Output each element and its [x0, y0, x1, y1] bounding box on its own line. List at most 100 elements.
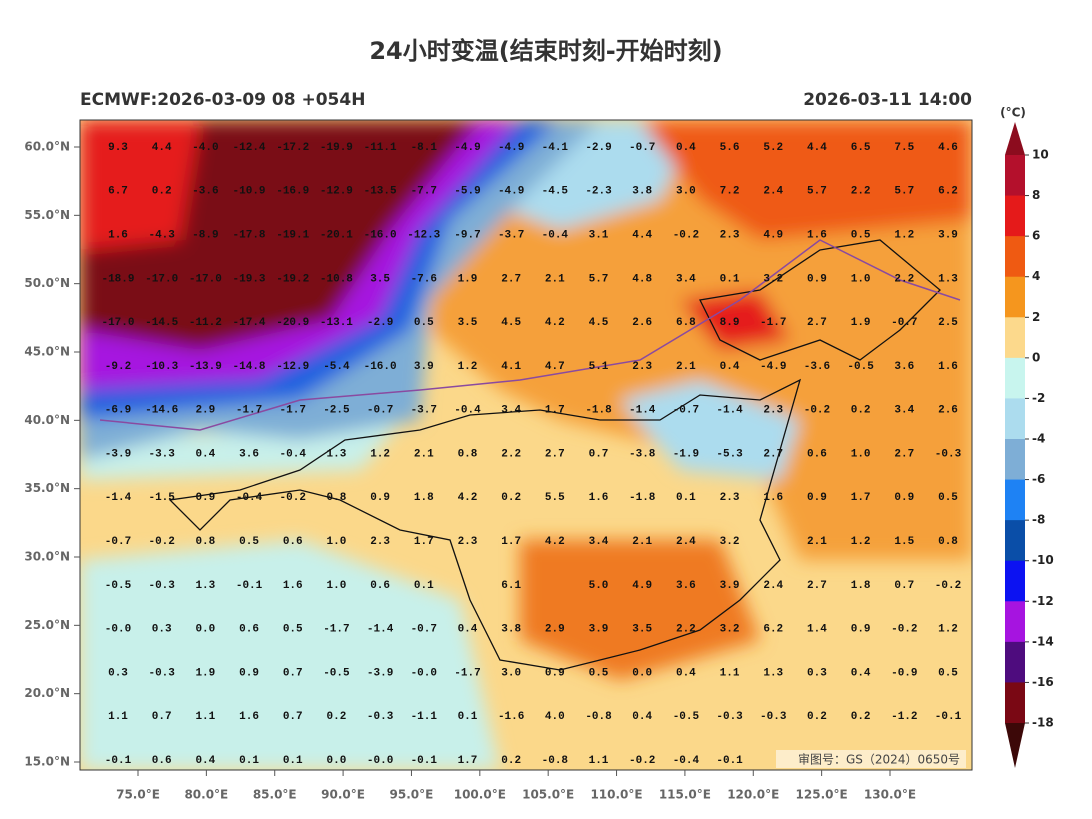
grid-value: 1.8 — [414, 492, 434, 504]
grid-value: -12.9 — [320, 186, 353, 198]
grid-value: -19.2 — [276, 273, 309, 285]
grid-value: 0.5 — [589, 667, 609, 679]
grid-value: -4.1 — [542, 142, 569, 154]
grid-value: 2.1 — [676, 361, 696, 373]
grid-value: 0.2 — [501, 492, 521, 504]
grid-value: -0.3 — [148, 667, 175, 679]
grid-value: 5.6 — [720, 142, 740, 154]
grid-value: 2.3 — [370, 536, 390, 548]
grid-value: 3.2 — [763, 273, 783, 285]
grid-value: 0.9 — [807, 492, 827, 504]
grid-value: -2.5 — [323, 405, 350, 417]
grid-value: 2.9 — [545, 624, 565, 636]
grid-value: -0.3 — [716, 711, 743, 723]
grid-value: -1.1 — [411, 711, 438, 723]
grid-value: 0.9 — [545, 667, 565, 679]
grid-value: 2.7 — [807, 317, 827, 329]
grid-value: 6.5 — [851, 142, 871, 154]
grid-value: 7.2 — [720, 186, 740, 198]
grid-value: -0.1 — [105, 755, 132, 767]
grid-value: 8 — [73, 361, 80, 373]
lon-label: 80.0°E — [184, 788, 228, 802]
grid-value: -1.4 — [629, 405, 656, 417]
grid-value: -4.9 — [498, 142, 524, 154]
grid-value: 2.7 — [807, 580, 827, 592]
grid-value: 6 — [73, 405, 80, 417]
grid-value: 3 — [73, 448, 80, 460]
grid-value: 1.6 — [763, 492, 783, 504]
lat-label: 50.0°N — [24, 276, 70, 290]
grid-value: -3.6 — [804, 361, 830, 373]
grid-value: 6.7 — [108, 186, 128, 198]
grid-value: -9.7 — [454, 229, 480, 241]
lat-label: 40.0°N — [24, 413, 70, 427]
lon-label: 75.0°E — [116, 788, 160, 802]
colorbar-label: -18 — [1032, 716, 1054, 730]
grid-value: 9.3 — [108, 142, 128, 154]
grid-value: 0.9 — [195, 492, 215, 504]
grid-value: 5.7 — [894, 186, 914, 198]
grid-value: 2.3 — [720, 229, 740, 241]
grid-value: 1.0 — [851, 273, 871, 285]
grid-value: 1.3 — [195, 580, 215, 592]
grid-value: 0.5 — [938, 492, 958, 504]
grid-value: -1.8 — [585, 405, 612, 417]
grid-value: 2.9 — [195, 405, 215, 417]
grid-value: -5.3 — [716, 448, 743, 460]
grid-value: 1.3 — [327, 448, 347, 460]
grid-value: 0.4 — [676, 142, 696, 154]
grid-value: 0.1 — [414, 580, 434, 592]
grid-value: 3.4 — [894, 405, 914, 417]
grid-value: -10.9 — [233, 186, 266, 198]
grid-value: 0.5 — [851, 229, 871, 241]
watermark: 审图号：GS（2024）0650号 — [798, 752, 960, 767]
grid-value: -0.2 — [280, 492, 306, 504]
grid-value: 0.4 — [195, 448, 215, 460]
grid-value: -0.7 — [891, 317, 917, 329]
grid-value: 3.5 — [458, 317, 478, 329]
grid-value: 3.8 — [501, 624, 521, 636]
grid-value: 3.4 — [676, 273, 696, 285]
grid-value: 0.4 — [458, 624, 478, 636]
grid-value: 1.2 — [370, 448, 390, 460]
grid-value: 1.4 — [807, 624, 827, 636]
grid-value: 0.8 — [327, 492, 347, 504]
colorbar-band — [1005, 601, 1025, 643]
grid-value: 2.5 — [938, 317, 958, 329]
grid-value: 8.9 — [720, 317, 740, 329]
lat-label: 55.0°N — [24, 208, 70, 222]
grid-value: 7.5 — [894, 142, 914, 154]
grid-value: 4.9 — [763, 229, 783, 241]
grid-value: -0.7 — [411, 624, 437, 636]
grid-value: 0.4 — [720, 361, 740, 373]
grid-value: 2.4 — [763, 580, 783, 592]
colorbar-label: -14 — [1032, 634, 1054, 648]
grid-value: -1.6 — [498, 711, 524, 723]
grid-value: 0.8 — [195, 536, 215, 548]
grid-value: 0.5 — [414, 317, 434, 329]
grid-value: 4.8 — [632, 273, 652, 285]
grid-value: -8.1 — [411, 142, 438, 154]
grid-value: 2.2 — [851, 186, 871, 198]
grid-value: 0.0 — [195, 624, 215, 636]
lat-label: 45.0°N — [24, 345, 70, 359]
grid-value: -1.7 — [323, 624, 349, 636]
grid-value: 0.1 — [720, 273, 740, 285]
grid-value: 0.1 — [458, 711, 478, 723]
grid-value: 3.6 — [239, 448, 259, 460]
grid-value: 2.2 — [501, 448, 521, 460]
grid-value: 2.4 — [763, 186, 783, 198]
grid-value: -6.9 — [105, 405, 131, 417]
grid-value: 0.6 — [283, 536, 303, 548]
grid-value: -17.8 — [233, 229, 266, 241]
grid-value: 1.1 — [720, 667, 740, 679]
grid-value: 0.2 — [327, 711, 347, 723]
grid-value: 0.6 — [152, 755, 172, 767]
watermark-bg — [776, 750, 966, 768]
grid-value: -3.6 — [192, 186, 218, 198]
grid-value: 5 — [73, 492, 80, 504]
lon-label: 125.0°E — [796, 788, 848, 802]
grid-value: 0.1 — [676, 492, 696, 504]
grid-value: 2.7 — [894, 448, 914, 460]
grid-value: -0.1 — [716, 755, 743, 767]
